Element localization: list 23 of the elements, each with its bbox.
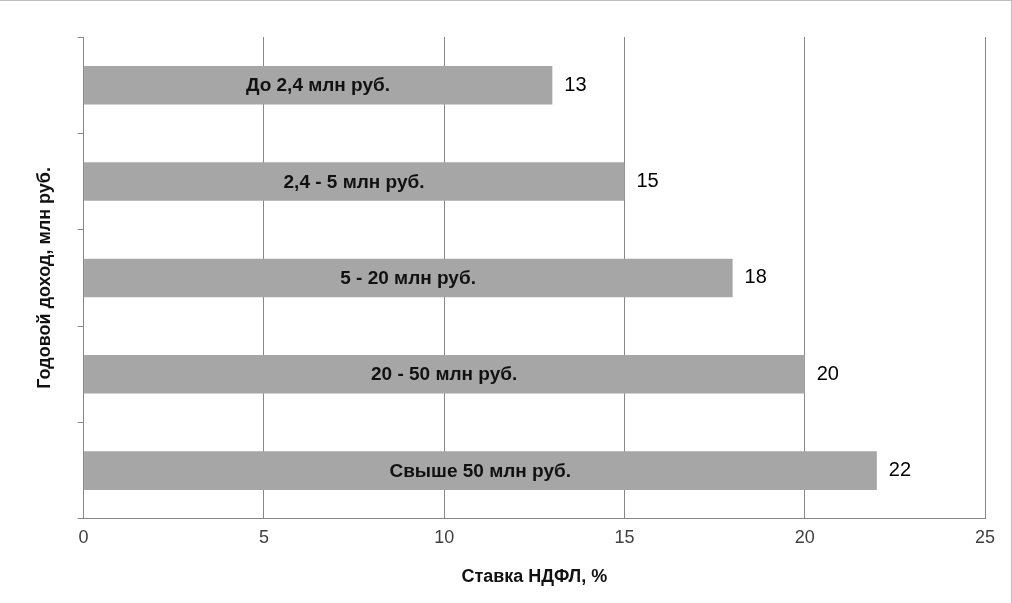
y-tick-label: Свыше 50 млн руб.	[389, 459, 571, 481]
x-tick-label: 0	[78, 526, 89, 547]
x-tick-label: 10	[434, 526, 455, 547]
bar	[84, 354, 805, 394]
y-tick-label: 2,4 - 5 млн руб.	[283, 170, 425, 192]
bar	[84, 65, 553, 105]
x-tick-label: 25	[974, 526, 996, 547]
data-label: 13	[564, 72, 587, 95]
y-tick-label: До 2,4 млн руб.	[245, 74, 391, 96]
bar	[84, 451, 877, 490]
x-tick-label: 20	[794, 526, 815, 547]
bar	[84, 162, 625, 201]
y-tick-label: 5 - 20 млн руб.	[340, 267, 476, 289]
y-axis-title: Годовой доход, млн руб.	[33, 167, 54, 389]
x-axis-title: Ставка НДФЛ, %	[461, 566, 608, 587]
data-label: 15	[636, 169, 659, 192]
data-label: 20	[816, 361, 839, 384]
bar	[84, 258, 733, 298]
data-label: 18	[744, 265, 767, 288]
y-tick-label: 20 - 50 млн руб.	[371, 363, 518, 385]
x-tick-label: 15	[614, 526, 635, 547]
x-tick-label: 5	[258, 526, 269, 547]
data-label: 22	[888, 458, 912, 481]
